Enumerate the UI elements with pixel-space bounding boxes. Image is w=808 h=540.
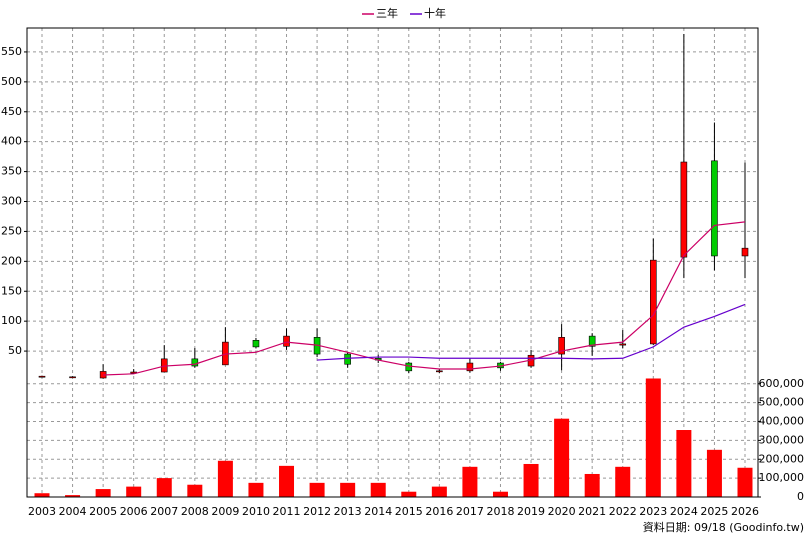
volume-bar (340, 482, 356, 497)
x-tick-label: 2015 (395, 505, 423, 518)
y2-tick-label: 600,000 (759, 377, 805, 390)
marks (34, 33, 753, 497)
x-tick-label: 2011 (273, 505, 301, 518)
x-tick-label: 2017 (456, 505, 484, 518)
candle-body (650, 259, 657, 345)
x-tick-label: 2012 (303, 505, 331, 518)
x-tick-label: 2014 (364, 505, 392, 518)
candle-body (680, 161, 688, 258)
candle-body (558, 337, 565, 355)
volume-bar (126, 486, 142, 497)
candle-body (69, 376, 76, 379)
legend-label: 十年 (424, 6, 446, 20)
volume-bar (370, 482, 386, 497)
x-tick-label: 2025 (700, 505, 728, 518)
x-tick-label: 2004 (59, 505, 87, 518)
x-tick-label: 2013 (334, 505, 362, 518)
x-tick-label: 2021 (578, 505, 606, 518)
y-tick-label: 300 (1, 195, 22, 208)
volume-bar (615, 466, 631, 497)
y-tick-label: 400 (1, 135, 22, 148)
candle-body (741, 247, 749, 257)
volume-bar (34, 493, 50, 497)
y2-tick-label: 300,000 (759, 433, 805, 446)
volume-bar (187, 484, 203, 497)
volume-bar (248, 482, 264, 497)
y-tick-label: 500 (1, 75, 22, 88)
candle-body (405, 362, 413, 372)
candle-body (711, 160, 718, 257)
candle-body (466, 362, 474, 372)
volume-bar (401, 491, 417, 497)
legend-label: 三年 (376, 6, 398, 20)
candle-body (191, 358, 199, 367)
volume-bar (492, 491, 508, 497)
volume-bar (431, 486, 447, 497)
volume-bar (523, 463, 539, 497)
x-tick-label: 2019 (517, 505, 545, 518)
volume-bar (645, 378, 661, 497)
plot-frame (26, 27, 759, 498)
x-tick-label: 2022 (609, 505, 637, 518)
x-tick-label: 2020 (548, 505, 576, 518)
x-tick-label: 2006 (120, 505, 148, 518)
y-tick-label: 250 (1, 224, 22, 237)
x-tick-label: 2007 (150, 505, 178, 518)
y2-tick-label: 200,000 (759, 452, 805, 465)
x-tick-label: 2008 (181, 505, 209, 518)
candle-body (252, 340, 260, 348)
volume-bar (737, 467, 753, 497)
x-tick-label: 2009 (211, 505, 239, 518)
footer: 資料日期: 09/18 (Goodinfo.tw) (643, 520, 804, 534)
volume-bar (156, 478, 172, 497)
volume-bar (706, 449, 722, 497)
y-tick-label: 50 (8, 344, 22, 357)
volume-bar (95, 489, 111, 497)
volume-bar (217, 460, 233, 497)
volume-bar (676, 430, 692, 497)
y-tick-label: 150 (1, 284, 22, 297)
y-tick-label: 550 (1, 45, 22, 58)
ma-line (317, 303, 746, 361)
x-tick-label: 2018 (486, 505, 514, 518)
y2-tick-label: 400,000 (759, 415, 805, 428)
volume-bar (279, 465, 295, 497)
volume-bar (462, 466, 478, 497)
volume-bar (309, 482, 325, 497)
x-tick-label: 2003 (28, 505, 56, 518)
x-tick-label: 2024 (670, 505, 698, 518)
x-tick-label: 2026 (731, 505, 759, 518)
grid: 50 100 150 200 250 300 350 400 450 500 550 0 100,000… (1, 28, 804, 518)
y2-tick-label: 0 (797, 490, 804, 503)
candle-body (283, 335, 290, 347)
x-tick-label: 2023 (639, 505, 667, 518)
x-tick-label: 2005 (89, 505, 117, 518)
candle-body (436, 370, 443, 373)
y-tick-label: 450 (1, 105, 22, 118)
y-tick-label: 100 (1, 314, 22, 327)
y-tick-label: 350 (1, 165, 22, 178)
candle-body (619, 343, 627, 346)
candle-body (38, 375, 46, 378)
candle-body (344, 353, 351, 365)
x-tick-label: 2010 (242, 505, 270, 518)
plot-area (27, 28, 758, 497)
volume-bar (584, 473, 600, 497)
volume-bar (554, 418, 570, 497)
y2-tick-label: 500,000 (759, 396, 805, 409)
volume-bar (65, 495, 81, 497)
x-tick-label: 2016 (425, 505, 453, 518)
ma-line (103, 221, 746, 376)
candle-body (588, 335, 596, 347)
y-tick-label: 200 (1, 254, 22, 267)
y2-tick-label: 100,000 (759, 471, 805, 484)
legend: 三年 十年 (362, 6, 446, 20)
